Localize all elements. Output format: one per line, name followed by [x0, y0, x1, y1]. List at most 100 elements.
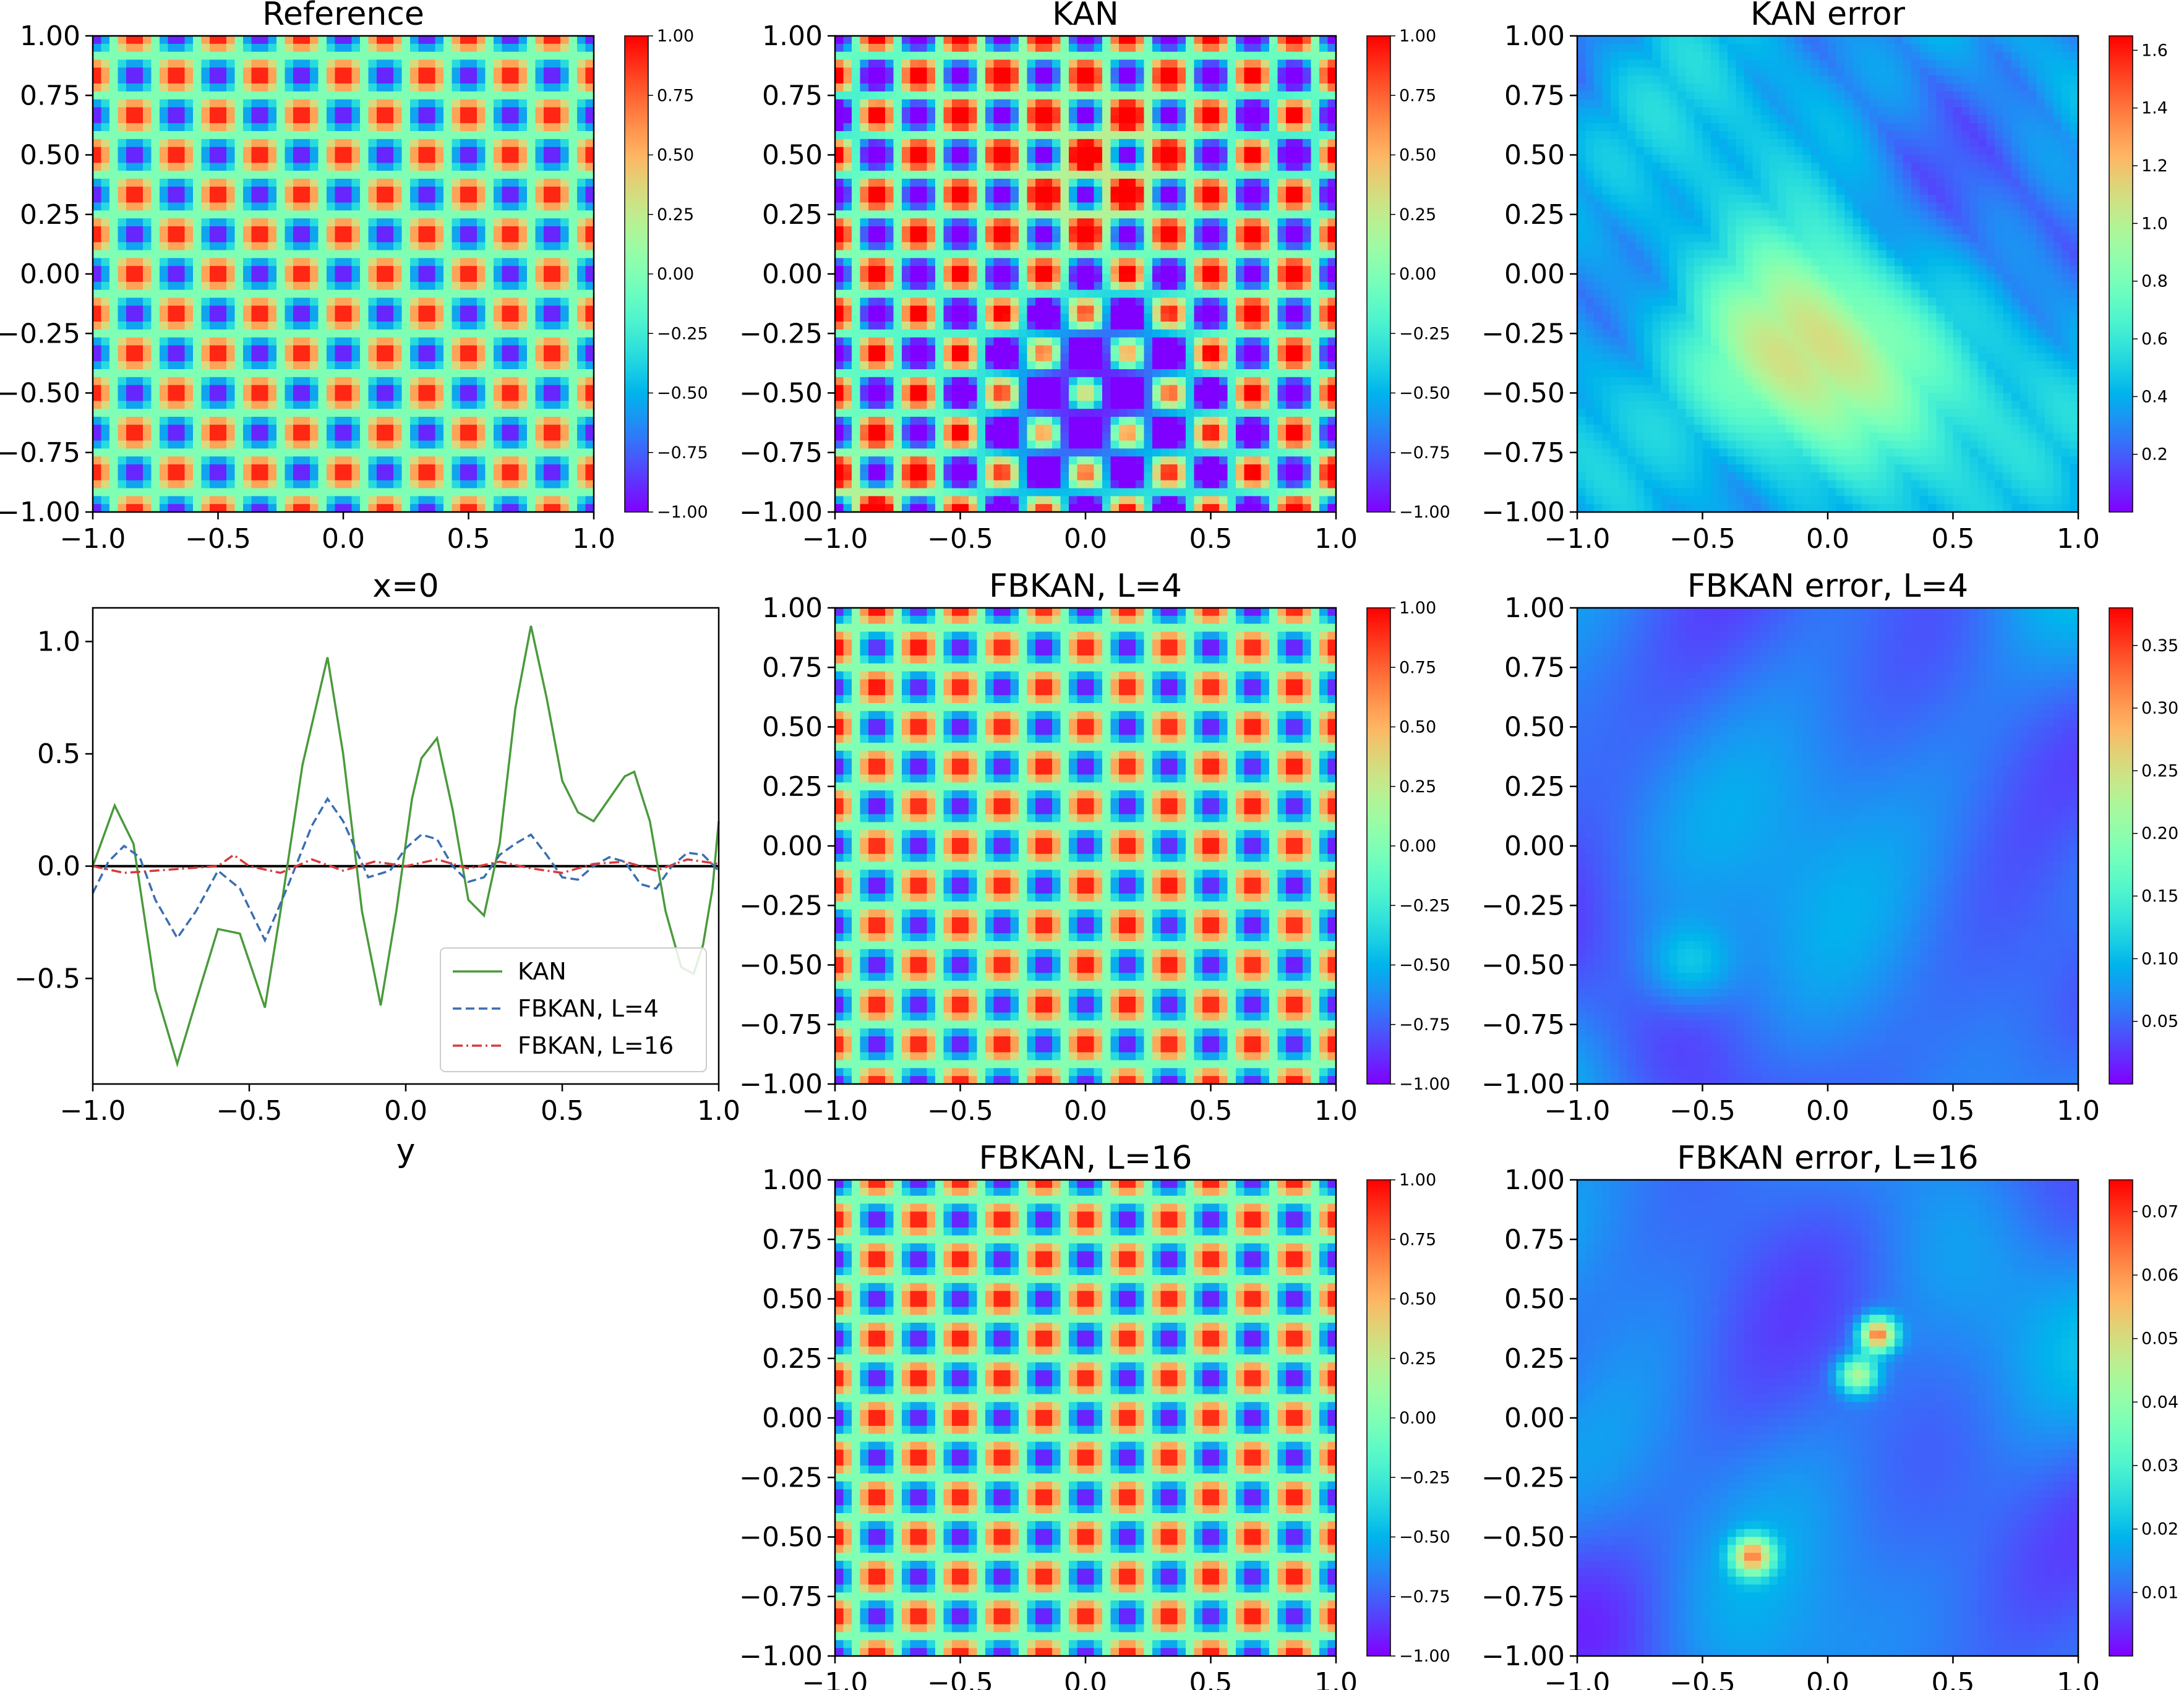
heatmap-cell — [268, 194, 277, 203]
heatmap-cell — [860, 305, 869, 314]
heatmap-cell — [293, 274, 302, 283]
heatmap-cell — [109, 226, 119, 235]
heatmap-cell — [443, 289, 453, 299]
heatmap-cell — [385, 59, 394, 68]
heatmap-cell — [1002, 242, 1011, 251]
heatmap-cell — [510, 250, 520, 258]
heatmap-cell — [868, 456, 878, 465]
heatmap-cell — [160, 361, 169, 370]
heatmap-cell — [835, 218, 844, 227]
heatmap-cell — [527, 337, 536, 346]
heatmap-cell — [852, 218, 861, 227]
heatmap-cell — [835, 424, 844, 433]
heatmap-cell — [335, 337, 344, 346]
y-tick-label: 0.25 — [20, 199, 80, 231]
heatmap-cell — [435, 464, 444, 473]
heatmap-cell — [401, 202, 411, 211]
heatmap-cell — [876, 242, 886, 251]
heatmap-cell — [885, 345, 894, 354]
heatmap-cell — [293, 496, 302, 505]
heatmap-cell — [351, 329, 361, 338]
heatmap-cell — [193, 75, 202, 84]
heatmap-cell — [1019, 123, 1028, 132]
heatmap-cell — [494, 51, 503, 61]
heatmap-cell — [93, 361, 102, 370]
heatmap-cell — [251, 274, 260, 283]
heatmap-cell — [184, 139, 194, 148]
heatmap-cell — [485, 179, 494, 187]
heatmap-cell — [518, 266, 528, 275]
heatmap-cell — [377, 59, 386, 68]
heatmap-cell — [560, 329, 570, 338]
heatmap-cell — [401, 305, 411, 314]
heatmap-cell — [885, 377, 894, 386]
heatmap-cell — [544, 194, 553, 203]
heatmap-cell — [952, 218, 961, 227]
heatmap-cell — [1010, 281, 1019, 291]
heatmap-cell — [843, 361, 852, 370]
heatmap-cell — [418, 171, 427, 179]
heatmap-cell — [568, 393, 578, 401]
heatmap-cell — [535, 226, 544, 235]
heatmap-cell — [234, 51, 244, 61]
heatmap-cell — [502, 139, 511, 148]
heatmap-cell — [552, 115, 561, 124]
heatmap-cell — [452, 424, 461, 433]
heatmap-cell — [993, 131, 1003, 140]
heatmap-cell — [952, 464, 961, 473]
heatmap-cell — [343, 480, 353, 489]
heatmap-cell — [868, 472, 878, 481]
heatmap-cell — [393, 250, 403, 258]
heatmap-cell — [393, 274, 403, 283]
heatmap-cell — [510, 480, 520, 489]
heatmap-cell — [485, 210, 494, 219]
heatmap-cell — [351, 107, 361, 116]
heatmap-cell — [952, 43, 961, 53]
heatmap-cell — [301, 242, 310, 251]
heatmap-cell — [535, 456, 544, 465]
heatmap-cell — [468, 337, 477, 346]
heatmap-cell — [960, 147, 969, 156]
heatmap-cell — [377, 409, 386, 417]
heatmap-cell — [335, 210, 344, 219]
heatmap-cell — [393, 155, 403, 163]
heatmap-cell — [885, 226, 894, 235]
heatmap-cell — [276, 202, 286, 211]
heatmap-cell — [243, 353, 252, 362]
heatmap-cell — [151, 496, 160, 505]
heatmap-cell — [335, 504, 344, 513]
heatmap-cell — [310, 107, 319, 116]
heatmap-cell — [176, 369, 186, 378]
heatmap-cell — [852, 266, 861, 275]
heatmap-cell — [1019, 43, 1028, 53]
heatmap-cell — [260, 59, 269, 68]
heatmap-cell — [260, 345, 269, 354]
heatmap-cell — [234, 131, 244, 140]
heatmap-cell — [502, 226, 511, 235]
heatmap-cell — [126, 194, 135, 203]
heatmap-cell — [935, 464, 944, 473]
heatmap-cell — [310, 345, 319, 354]
heatmap-cell — [134, 345, 143, 354]
heatmap-cell — [960, 194, 969, 203]
heatmap-cell — [835, 464, 844, 473]
heatmap-cell — [885, 393, 894, 401]
heatmap-cell — [343, 297, 353, 306]
heatmap-cell — [276, 361, 286, 370]
heatmap-cell — [935, 43, 944, 53]
heatmap-cell — [852, 171, 861, 179]
heatmap-cell — [443, 266, 453, 275]
heatmap-cell — [210, 131, 219, 140]
heatmap-cell — [260, 234, 269, 243]
heatmap-cell — [118, 179, 127, 187]
heatmap-cell — [927, 186, 936, 195]
heatmap-cell — [1010, 401, 1019, 409]
heatmap-cell — [343, 432, 353, 442]
heatmap-cell — [993, 297, 1003, 306]
heatmap-cell — [1002, 139, 1011, 148]
heatmap-cell — [468, 179, 477, 187]
heatmap-cell — [351, 99, 361, 108]
heatmap-cell — [118, 99, 127, 108]
heatmap-cell — [109, 393, 119, 401]
heatmap-cell — [335, 409, 344, 417]
